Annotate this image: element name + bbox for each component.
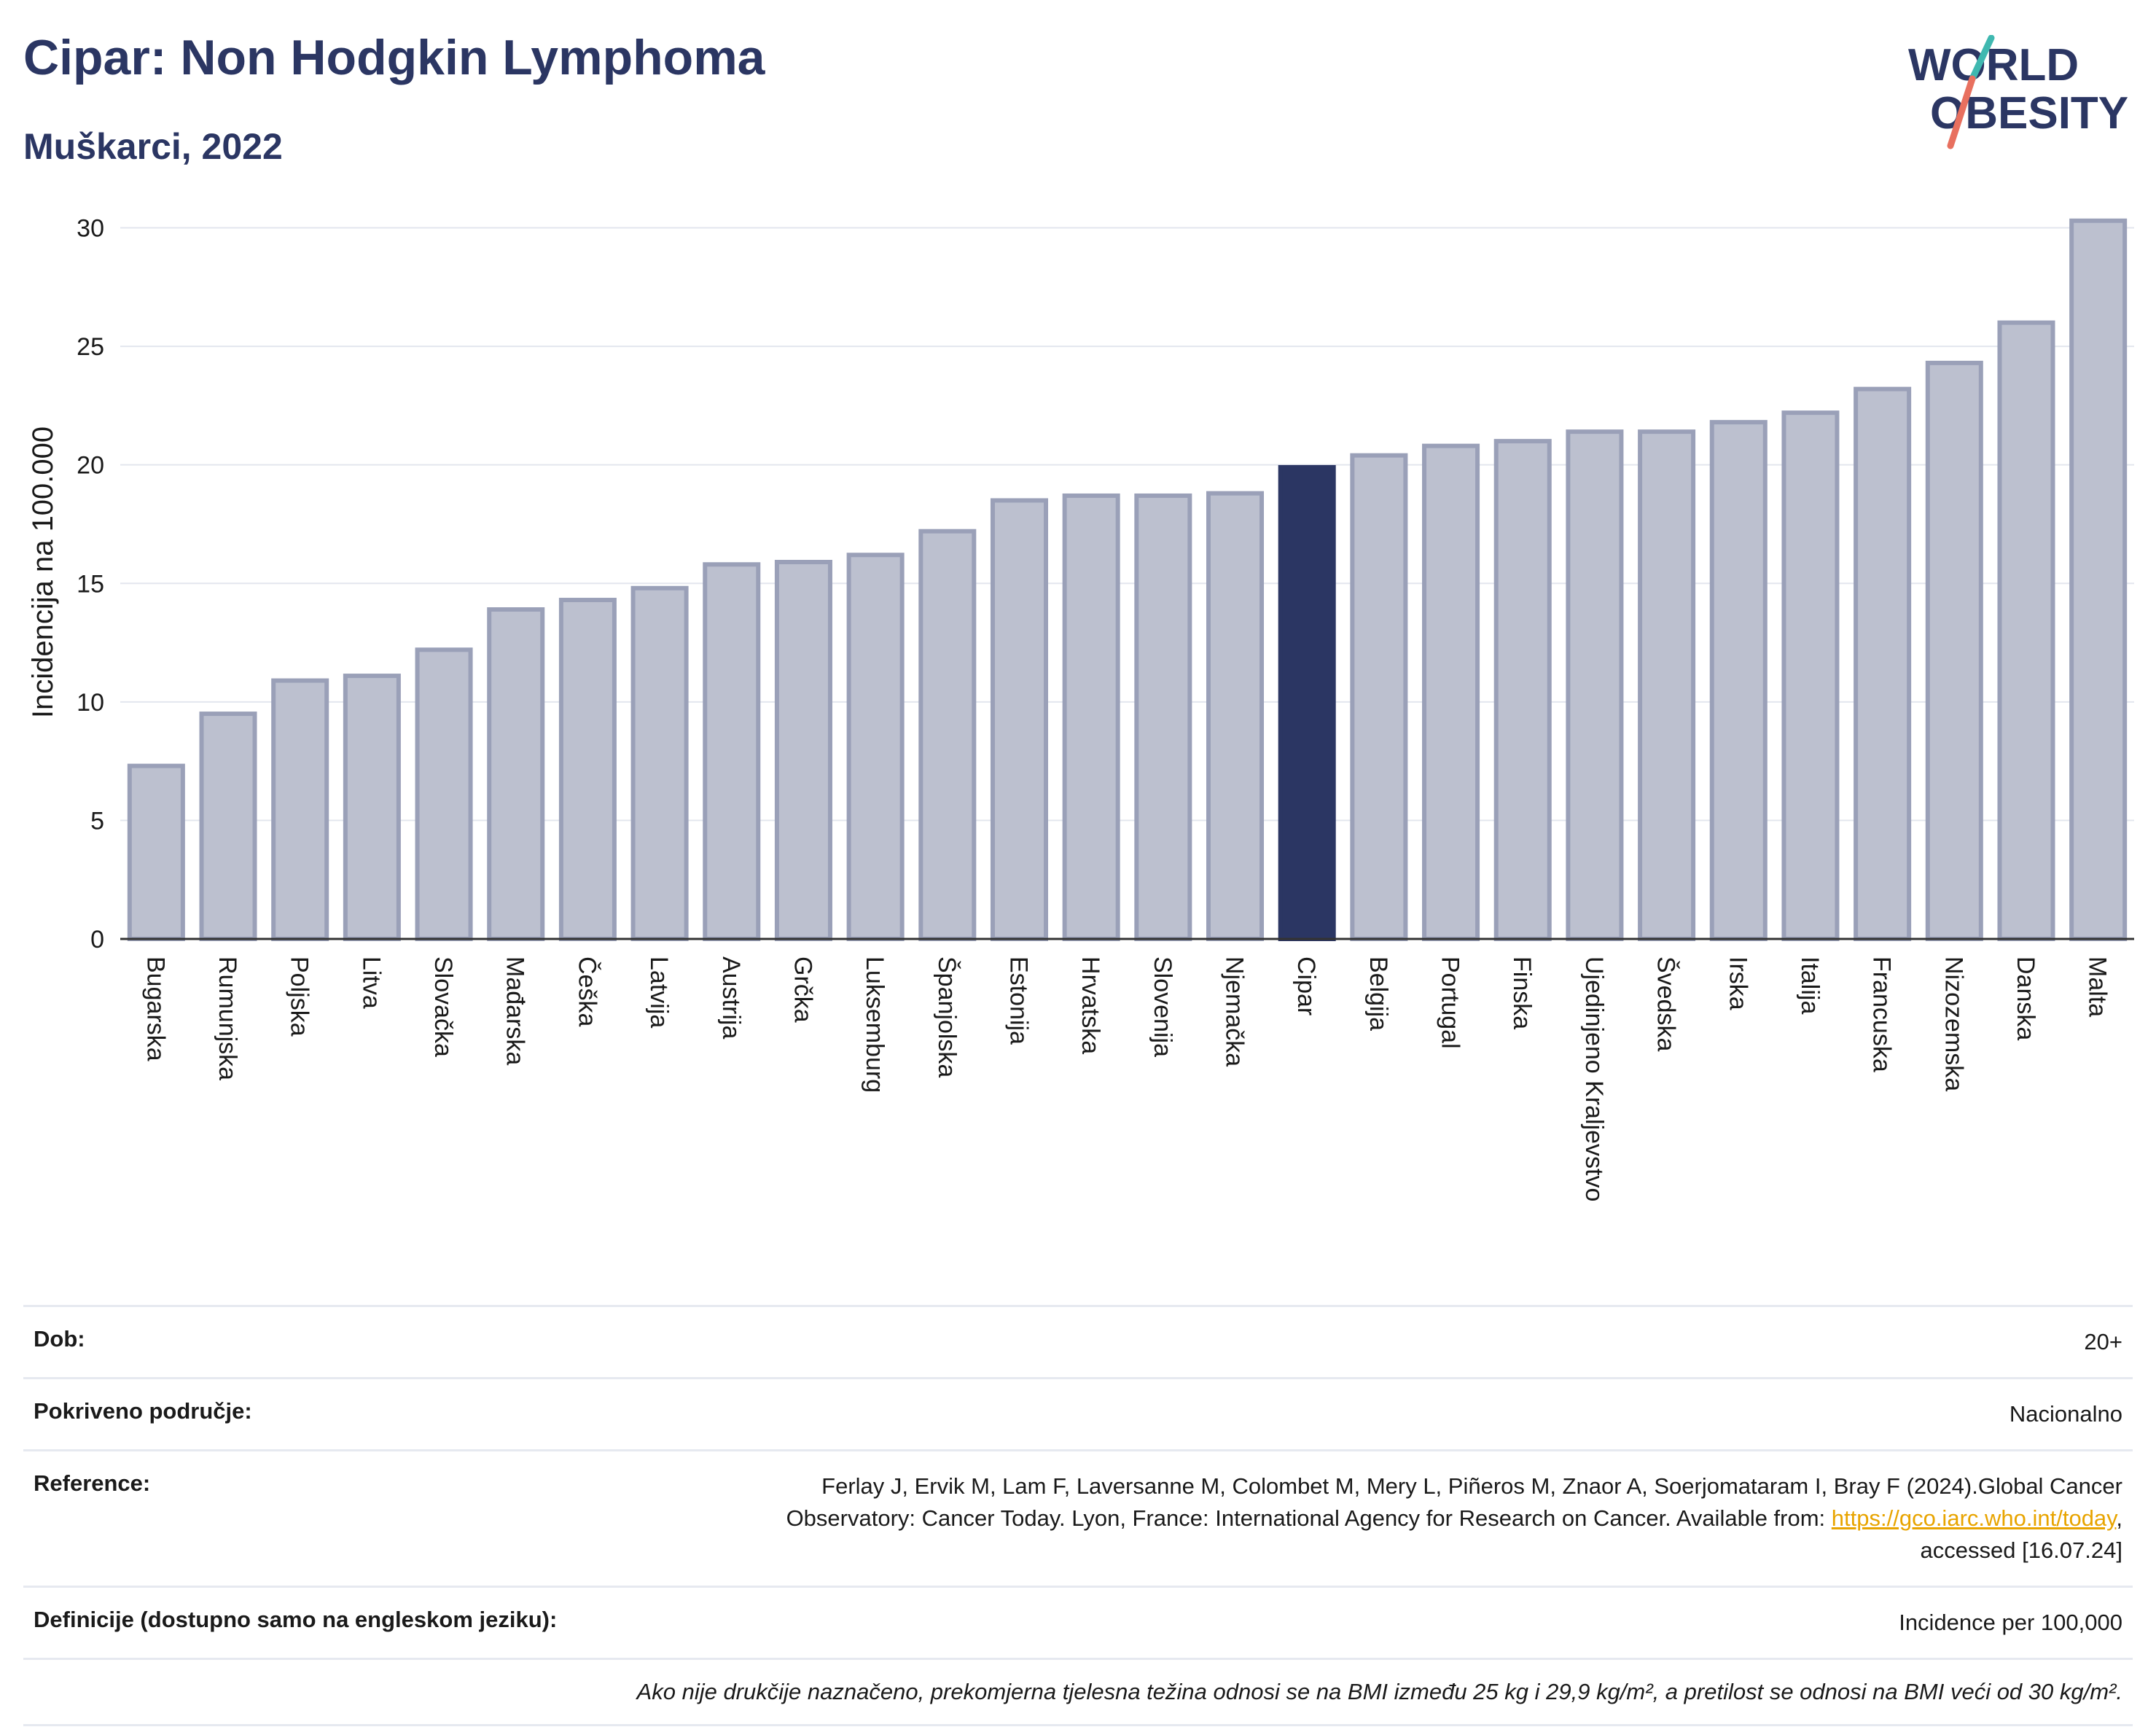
bar-slovenija (1134, 493, 1192, 941)
bar-litva (343, 674, 401, 942)
bar-španjolska (918, 529, 977, 941)
y-axis-ticks: 0 5 10 15 20 25 30 (77, 215, 104, 954)
bar-ujedinjeno-kraljevstvo (1566, 429, 1624, 941)
x-tick-label: Slovačka (429, 956, 457, 1057)
y-tick-label: 20 (77, 452, 104, 480)
x-tick-label: Mađarska (501, 956, 529, 1065)
bar-slovačka (415, 647, 473, 941)
bar-belgija (1350, 453, 1408, 941)
bar-latvija (630, 585, 689, 941)
x-tick-label: Hrvatska (1077, 956, 1104, 1054)
x-tick-label: Irska (1724, 956, 1751, 1010)
logo-word-world: WORLD (1908, 40, 2079, 90)
y-tick-label: 30 (77, 215, 104, 243)
bar-francuska (1854, 386, 1912, 941)
y-tick-label: 25 (77, 333, 104, 361)
meta-label-definitions: Definicije (dostupno samo na engleskom j… (23, 1586, 569, 1659)
x-tick-label: Nizozemska (1940, 956, 1967, 1091)
y-tick-label: 10 (77, 689, 104, 717)
x-tick-label: Latvija (645, 956, 673, 1028)
x-tick-label: Ujedinjeno Kraljevstvo (1580, 956, 1608, 1201)
meta-row-note: Ako nije drukčije naznačeno, prekomjerna… (23, 1658, 2133, 1726)
meta-row-age: Dob: 20+ (23, 1305, 2133, 1379)
x-tick-label: Grčka (789, 956, 816, 1023)
meta-value-reference: Ferlay J, Ervik M, Lam F, Laversanne M, … (569, 1449, 2133, 1587)
bars (127, 218, 2128, 942)
bar-njemačka (1206, 491, 1265, 941)
world-obesity-logo: WORLD OBESITY (1908, 35, 2128, 149)
x-axis-categories: Bugarska Rumunjska Poljska Litva Slovačka Mađ… (141, 956, 2111, 1201)
x-tick-label: Švedska (1652, 956, 1680, 1051)
bar-austrija (703, 562, 761, 941)
meta-row-definitions: Definicije (dostupno samo na engleskom j… (23, 1586, 2133, 1659)
bar-cipar (1278, 464, 1336, 941)
x-tick-label: Španjolska (933, 956, 961, 1077)
reference-line-1: Ferlay J, Ervik M, Lam F, Laversanne M, … (821, 1473, 2122, 1499)
bar-danska (1997, 320, 2055, 942)
y-tick-label: 5 (90, 807, 104, 835)
footnote: Ako nije drukčije naznačeno, prekomjerna… (23, 1658, 2133, 1726)
meta-value-definitions: Incidence per 100,000 (569, 1586, 2133, 1659)
bar-nizozemska (1925, 360, 1983, 941)
y-axis-title: Incidencija na 100.000 (27, 426, 59, 718)
logo-slash-bottom (1947, 75, 1976, 149)
reference-line-3: accessed [16.07.24] (1920, 1537, 2122, 1563)
page-title: Cipar: Non Hodgkin Lymphoma (23, 30, 765, 85)
meta-value-age: 20+ (569, 1305, 2133, 1379)
bar-mađarska (487, 607, 545, 941)
x-tick-label: Litva (357, 956, 385, 1009)
bar-poljska (271, 678, 329, 942)
reference-line-2: Observatory: Cancer Today. Lyon, France:… (786, 1505, 1832, 1531)
metadata-table: Dob: 20+ Pokriveno područje: Nacionalno … (23, 1305, 2133, 1726)
bar-grčka (774, 559, 832, 941)
y-tick-label: 0 (90, 926, 104, 954)
bar-chart: 0 5 10 15 20 25 30 Bugarska Rumunjska Poljska Lit… (27, 215, 2134, 1201)
x-tick-label: Cipar (1292, 956, 1320, 1015)
bar-estonija (990, 498, 1048, 941)
bar-bugarska (127, 763, 185, 941)
bar-luksemburg (846, 553, 905, 941)
logo-slash-top (1969, 35, 1995, 82)
x-tick-label: Poljska (286, 956, 313, 1037)
bar-irska (1709, 420, 1768, 941)
bar-finska (1493, 439, 1552, 941)
bar-češka (558, 598, 617, 941)
x-tick-label: Italija (1796, 956, 1824, 1014)
x-tick-label: Austrija (717, 956, 745, 1039)
meta-row-reference: Reference: Ferlay J, Ervik M, Lam F, Lav… (23, 1449, 2133, 1587)
x-tick-label: Malta (2084, 956, 2112, 1017)
x-tick-label: Bugarska (141, 956, 169, 1061)
bar-rumunjska (199, 711, 257, 942)
x-tick-label: Francuska (1868, 956, 1896, 1072)
meta-label-reference: Reference: (23, 1449, 569, 1587)
x-tick-label: Danska (2012, 956, 2039, 1040)
bar-italija (1781, 410, 1840, 941)
bar-hrvatska (1062, 493, 1120, 941)
meta-label-coverage: Pokriveno područje: (23, 1377, 569, 1451)
x-tick-label: Luksemburg (861, 956, 888, 1093)
y-tick-label: 15 (77, 570, 104, 598)
bar-malta (2069, 218, 2128, 941)
bar-portugal (1422, 443, 1480, 941)
x-tick-label: Estonija (1004, 956, 1032, 1045)
meta-value-coverage: Nacionalno (569, 1377, 2133, 1451)
x-tick-label: Slovenija (1149, 956, 1176, 1057)
meta-row-coverage: Pokriveno područje: Nacionalno (23, 1377, 2133, 1451)
x-tick-label: Portugal (1437, 956, 1464, 1049)
meta-label-age: Dob: (23, 1305, 569, 1379)
x-tick-label: Finska (1508, 956, 1536, 1029)
reference-link[interactable]: https://gco.iarc.who.int/today (1831, 1505, 2117, 1531)
x-tick-label: Češka (573, 956, 601, 1026)
x-tick-label: Njemačka (1221, 956, 1249, 1067)
bar-švedska (1638, 429, 1696, 941)
page-subtitle: Muškarci, 2022 (23, 126, 283, 167)
x-tick-label: Belgija (1364, 956, 1392, 1031)
x-tick-label: Rumunjska (214, 956, 241, 1080)
